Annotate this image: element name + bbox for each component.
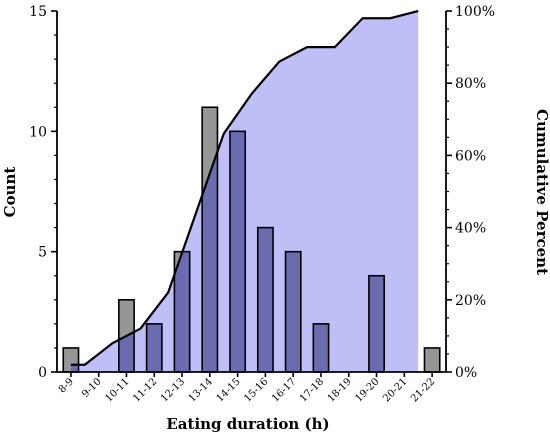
y2-axis-title: Cumulative Percent xyxy=(533,109,550,275)
x-tick-label: 19-20 xyxy=(353,376,381,404)
y2-tick-label: 100% xyxy=(455,4,495,20)
x-tick-label: 9-10 xyxy=(80,376,104,400)
x-tick-label: 10-11 xyxy=(103,376,131,404)
y2-tick-label: 40% xyxy=(455,221,486,237)
bars-overlap-layer xyxy=(70,107,385,372)
y-axis-title: Count xyxy=(1,167,19,218)
bar-overlap xyxy=(313,323,329,372)
bar-overlap xyxy=(229,131,246,372)
bar-overlap xyxy=(257,227,274,372)
cumulative-line xyxy=(70,9,419,366)
y2-tick-label: 60% xyxy=(455,148,486,164)
x-tick-label: 13-14 xyxy=(187,376,215,404)
bar-overlap xyxy=(285,251,301,372)
x-tick-label: 17-18 xyxy=(298,376,326,404)
x-tick-label: 20-21 xyxy=(381,376,409,404)
x-tick-label: 21-22 xyxy=(409,376,437,404)
bar-overlap xyxy=(368,275,385,372)
y2-tick-label: 20% xyxy=(455,293,486,309)
x-tick-label: 18-19 xyxy=(326,376,354,404)
bar-overlap xyxy=(174,251,190,372)
x-tick-label: 15-16 xyxy=(242,376,270,404)
y-tick-label: 5 xyxy=(38,245,47,261)
x-tick-label: 12-13 xyxy=(159,376,187,404)
bar xyxy=(424,347,440,372)
y-tick-label: 10 xyxy=(29,124,47,140)
x-tick-label: 14-15 xyxy=(215,376,243,404)
x-tick-label: 8-9 xyxy=(57,376,76,395)
y-tick-label: 15 xyxy=(29,4,47,20)
x-axis-title: Eating duration (h) xyxy=(166,415,329,433)
bar-overlap xyxy=(146,323,162,372)
y-tick-label: 0 xyxy=(38,365,47,381)
x-tick-label: 16-17 xyxy=(270,376,298,404)
y2-tick-label: 0% xyxy=(455,365,477,381)
x-tick-label: 11-12 xyxy=(131,376,159,404)
y2-tick-label: 80% xyxy=(455,76,486,92)
